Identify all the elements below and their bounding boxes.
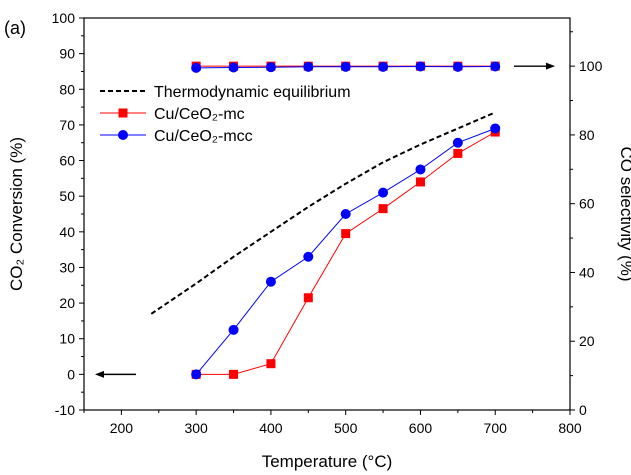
plot-border xyxy=(83,17,571,411)
y-tick-label: 60 xyxy=(59,153,75,169)
plot-frame xyxy=(83,17,571,411)
x-tick-label: 600 xyxy=(409,420,433,436)
x-axis-ticks: 200 300 400 500 600 700 800 xyxy=(83,410,582,436)
data-point xyxy=(415,164,426,175)
y-right-tick-label: 100 xyxy=(579,58,603,74)
arrow-right-head xyxy=(546,62,555,70)
y-tick-label: 10 xyxy=(59,331,75,347)
x-tick-label: 300 xyxy=(184,420,208,436)
data-point xyxy=(265,62,276,73)
data-point xyxy=(490,123,501,134)
x-tick-label: 700 xyxy=(484,420,508,436)
y-tick-label: 80 xyxy=(59,81,75,97)
data-point xyxy=(228,62,239,73)
legend-swatch-marker xyxy=(118,130,128,140)
y-tick-label: 30 xyxy=(59,259,75,275)
data-point xyxy=(378,187,389,198)
legend-label: Cu/CeO₂-mc xyxy=(154,106,245,123)
series-layer xyxy=(150,61,501,380)
y-right-tick-label: 0 xyxy=(579,402,587,418)
y-axis-title: CO₂ Conversion (%) xyxy=(7,137,26,291)
series-line xyxy=(195,128,496,375)
x-tick-label: 800 xyxy=(558,420,582,436)
y-axis-ticks: -10 0 10 20 30 40 50 60 70 80 90 100 xyxy=(52,10,84,418)
data-point xyxy=(266,359,276,369)
data-point xyxy=(453,148,463,158)
data-point xyxy=(452,61,463,72)
data-point xyxy=(378,204,388,214)
data-point xyxy=(303,293,313,303)
series-line xyxy=(150,111,496,315)
legend-label: Cu/CeO₂-mcc xyxy=(154,128,253,145)
data-point xyxy=(191,369,202,380)
legend: Thermodynamic equilibrium Cu/CeO₂-mc Cu/Ce… xyxy=(100,84,351,145)
data-point xyxy=(303,61,314,72)
series-2 xyxy=(191,123,501,380)
y-tick-label: 100 xyxy=(52,10,76,26)
axis-arrows xyxy=(95,62,555,378)
y-right-tick-label: 80 xyxy=(579,127,595,143)
y-tick-label: 20 xyxy=(59,295,75,311)
data-point xyxy=(340,61,351,72)
y-right-axis-title: CO selectivity (%) xyxy=(617,146,631,281)
x-tick-label: 500 xyxy=(334,420,358,436)
data-point xyxy=(378,61,389,72)
data-point xyxy=(191,62,202,73)
y-right-axis-ticks: 0 20 40 60 80 100 xyxy=(570,31,603,418)
data-point xyxy=(265,276,276,287)
x-tick-label: 200 xyxy=(110,420,134,436)
y-tick-label: 50 xyxy=(59,188,75,204)
data-point xyxy=(303,251,314,262)
data-point xyxy=(341,229,351,239)
arrow-left-head xyxy=(95,370,104,378)
data-point xyxy=(229,369,239,379)
y-tick-label: 90 xyxy=(59,46,75,62)
y-tick-label: 40 xyxy=(59,224,75,240)
x-tick-label: 400 xyxy=(259,420,283,436)
series-4 xyxy=(191,61,501,73)
y-tick-label: 70 xyxy=(59,117,75,133)
data-point xyxy=(228,324,239,335)
y-right-tick-label: 20 xyxy=(579,333,595,349)
y-tick-label: 0 xyxy=(67,366,75,382)
data-point xyxy=(340,209,351,219)
data-point xyxy=(415,61,426,72)
data-point xyxy=(490,61,501,72)
data-point xyxy=(415,177,425,187)
y-tick-label: -10 xyxy=(55,402,75,418)
series-0 xyxy=(150,111,496,315)
panel-label: (a) xyxy=(4,18,26,38)
data-point xyxy=(452,137,463,148)
series-line xyxy=(196,131,496,375)
legend-swatch-marker xyxy=(118,108,128,118)
y-right-tick-label: 60 xyxy=(579,196,595,212)
x-axis-title: Temperature (°C) xyxy=(262,452,393,471)
legend-label: Thermodynamic equilibrium xyxy=(154,84,351,101)
y-right-tick-label: 40 xyxy=(579,264,595,280)
